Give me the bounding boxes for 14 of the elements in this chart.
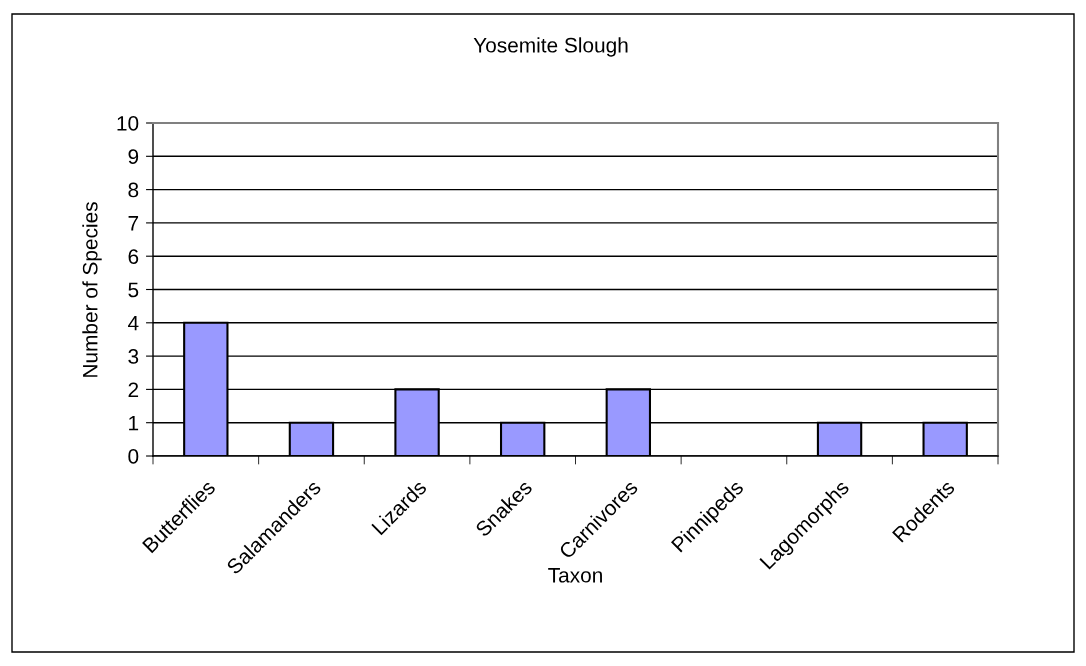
y-tick-label: 2 <box>128 382 139 397</box>
y-tick-label: 8 <box>128 182 139 198</box>
y-tick-label: 1 <box>129 415 139 431</box>
y-tick-label: 3 <box>128 349 139 364</box>
y-tick-label: 7 <box>128 216 139 231</box>
y-tick-label: 4 <box>128 316 139 331</box>
y-tick-label: 9 <box>128 149 139 165</box>
y-tick-label: 6 <box>128 249 139 264</box>
y-axis-title: Number of Species <box>82 202 102 377</box>
y-tick-label: 0 <box>128 449 139 464</box>
y-tick-label: 10 <box>117 116 139 131</box>
x-axis-title: Taxon <box>548 568 602 583</box>
chart-title: Yosemite Slough <box>473 37 628 57</box>
y-tick-label: 5 <box>128 282 139 298</box>
